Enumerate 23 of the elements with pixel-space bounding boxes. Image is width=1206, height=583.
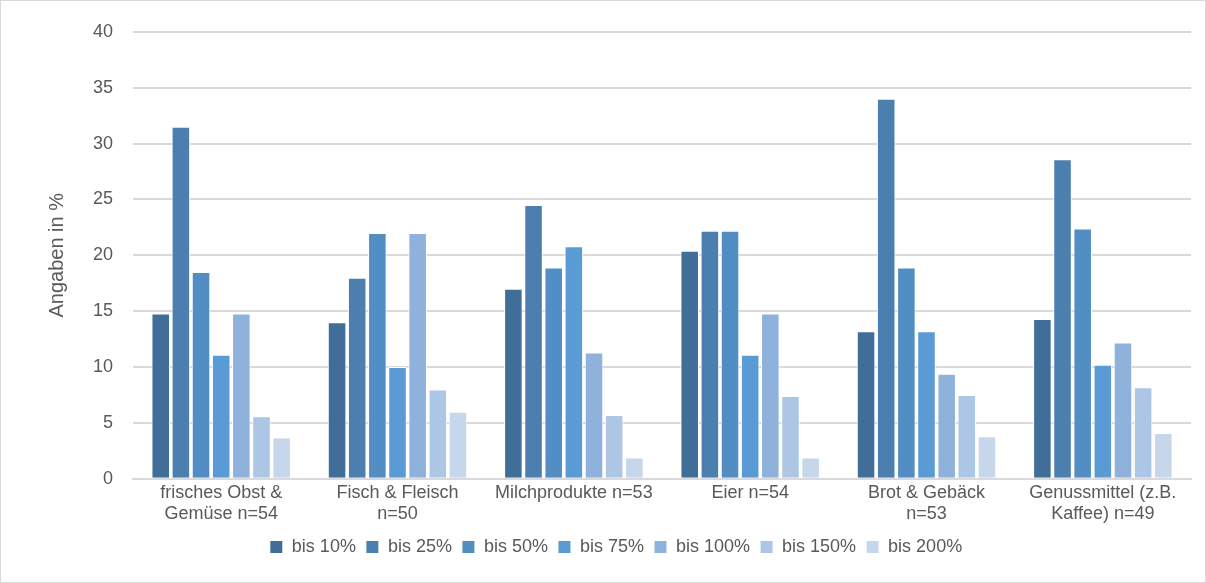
y-tick-label: 25 — [92, 188, 114, 209]
legend-label: bis 50% — [483, 535, 548, 556]
y-tick-label: 40 — [92, 20, 114, 41]
x-tick-label: Genussmittel (z.B. Kaffee) n=49 — [1029, 481, 1177, 524]
legend-label: bis 75% — [579, 535, 645, 556]
x-tick-label: Brot & Gebäck n=53 — [867, 481, 987, 524]
x-tick-label: frisches Obst & Gemüse n=54 — [160, 481, 283, 524]
legend-label: bis 10% — [291, 535, 356, 556]
x-tick-label: Eier n=54 — [711, 481, 789, 502]
x-tick-label: Fisch & Fleisch n=50 — [336, 481, 459, 524]
y-tick-label: 30 — [92, 132, 114, 153]
y-tick-label: 35 — [92, 76, 114, 97]
y-tick-label: 15 — [92, 300, 114, 321]
y-tick-label: 20 — [92, 244, 114, 265]
y-axis-title: Angaben in % — [44, 192, 67, 318]
y-tick-label: 10 — [92, 356, 114, 377]
legend-label: bis 100% — [676, 535, 751, 556]
y-tick-label: 5 — [103, 411, 114, 432]
x-tick-label: Milchprodukte n=53 — [495, 481, 653, 502]
legend-label: bis 25% — [387, 535, 452, 556]
legend-label: bis 200% — [888, 535, 963, 556]
y-tick-label: 0 — [103, 467, 114, 488]
legend-label: bis 150% — [782, 535, 857, 556]
